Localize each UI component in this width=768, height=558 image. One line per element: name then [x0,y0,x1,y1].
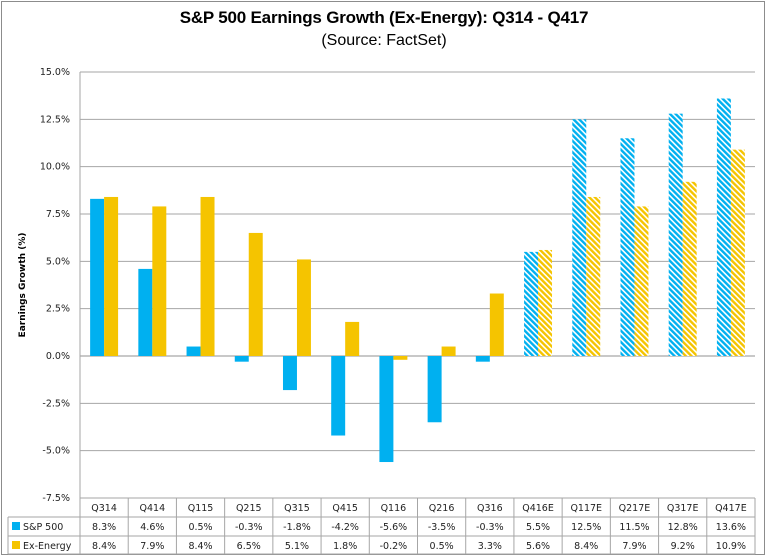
bar-ex-energy-q116 [393,356,408,360]
y-tick-label: -2.5% [42,398,70,409]
bar-sp500-q316 [475,356,490,362]
x-tick-label: Q315 [284,503,310,514]
x-tick-label: Q316 [477,503,503,514]
y-axis-ticks: 15.0% 12.5% 10.0% 7.5% 5.0% 2.5% 0.0% -2.5% -5.0… [40,67,70,504]
x-tick-label: Q117E [570,503,602,514]
bar-sp500-q115 [186,346,201,356]
bar-ex-energy-q216 [441,346,456,356]
data-label: 1.8% [333,541,357,552]
data-label: -5.6% [380,522,408,533]
bar-ex-energy-q217e [634,206,649,356]
data-label: -0.3% [476,522,504,533]
data-label: 6.5% [237,541,261,552]
x-tick-label: Q417E [715,503,747,514]
bar-sp500-q415 [331,356,346,436]
y-tick-label: -7.5% [42,493,70,504]
bar-sp500-q414 [138,268,153,356]
data-label: -1.8% [283,522,311,533]
data-label: 7.9% [622,541,646,552]
y-tick-label: 5.0% [46,256,70,267]
bar-sp500-q417e [716,98,731,357]
data-label: 13.6% [716,522,746,533]
legend-label: S&P 500 [23,522,63,533]
bar-sp500-q317e [668,113,683,356]
y-tick-label: -5.0% [42,446,70,457]
data-label: 12.5% [571,522,601,533]
bar-ex-energy-q317e [682,181,697,356]
bar-sp500-q215 [234,356,249,362]
data-label: 8.4% [574,541,598,552]
y-tick-label: 12.5% [40,114,70,125]
bar-ex-energy-q414 [152,206,167,356]
y-tick-label: 0.0% [46,351,70,362]
x-tick-label: Q215 [236,503,262,514]
bar-sp500-q117e [572,119,587,356]
bar-sp500-q416e [524,251,539,356]
data-label: 5.6% [526,541,550,552]
x-tick-label: Q216 [429,503,455,514]
bar-sp500-q216 [427,356,442,423]
bar-ex-energy-q315 [296,259,311,356]
data-label: 8.3% [92,522,116,533]
bar-ex-energy-q215 [248,232,263,356]
data-label: 12.8% [668,522,698,533]
y-tick-label: 7.5% [46,209,70,220]
x-tick-label: Q317E [667,503,699,514]
chart-title: S&P 500 Earnings Growth (Ex-Energy): Q31… [179,8,589,27]
y-tick-label: 2.5% [46,304,70,315]
x-tick-label: Q116 [381,503,407,514]
x-tick-label: Q414 [140,503,166,514]
data-label: 7.9% [140,541,164,552]
data-label: 0.5% [188,522,212,533]
chart-subtitle: (Source: FactSet) [321,32,447,49]
bar-ex-energy-q117e [586,196,601,356]
legend-swatch-ex-energy [12,541,20,549]
data-label: -0.3% [235,522,263,533]
bar-sp500-q217e [620,138,635,356]
data-label: 0.5% [430,541,454,552]
x-tick-label: Q314 [91,503,117,514]
data-label: 5.5% [526,522,550,533]
bar-ex-energy-q415 [345,321,360,356]
legend-label: Ex-Energy [23,541,72,552]
x-tick-label: Q416E [522,503,554,514]
bar-ex-energy-q416e [538,249,553,356]
data-label: -3.5% [428,522,456,533]
data-table: Q314 8.3% 8.4% Q414 4.6% 7.9% Q115 0.5% 8.4% Q215… [7,72,756,555]
x-tick-label: Q217E [619,503,651,514]
x-tick-label: Q115 [188,503,214,514]
bar-sp500-q314 [90,198,105,356]
data-label: 4.6% [140,522,164,533]
y-tick-label: 15.0% [40,67,70,78]
data-label: 8.4% [92,541,116,552]
bar-ex-energy-q316 [489,293,504,356]
data-label: 8.4% [188,541,212,552]
bars [90,98,745,463]
bar-ex-energy-q115 [200,196,215,356]
bar-sp500-q116 [379,356,394,463]
data-label: -0.2% [380,541,408,552]
data-label: -4.2% [331,522,359,533]
data-label: 10.9% [716,541,746,552]
legend-swatch-sp500 [12,522,20,530]
gridlines [79,71,755,498]
x-tick-label: Q415 [332,503,358,514]
data-label: 11.5% [619,522,649,533]
data-label: 9.2% [671,541,695,552]
bar-ex-energy-q314 [104,196,119,356]
data-label: 3.3% [478,541,502,552]
y-axis-label: Earnings Growth (%) [18,233,28,338]
data-label: 5.1% [285,541,309,552]
bar-sp500-q315 [282,356,297,391]
y-tick-label: 10.0% [40,162,70,173]
bar-ex-energy-q417e [730,149,745,356]
